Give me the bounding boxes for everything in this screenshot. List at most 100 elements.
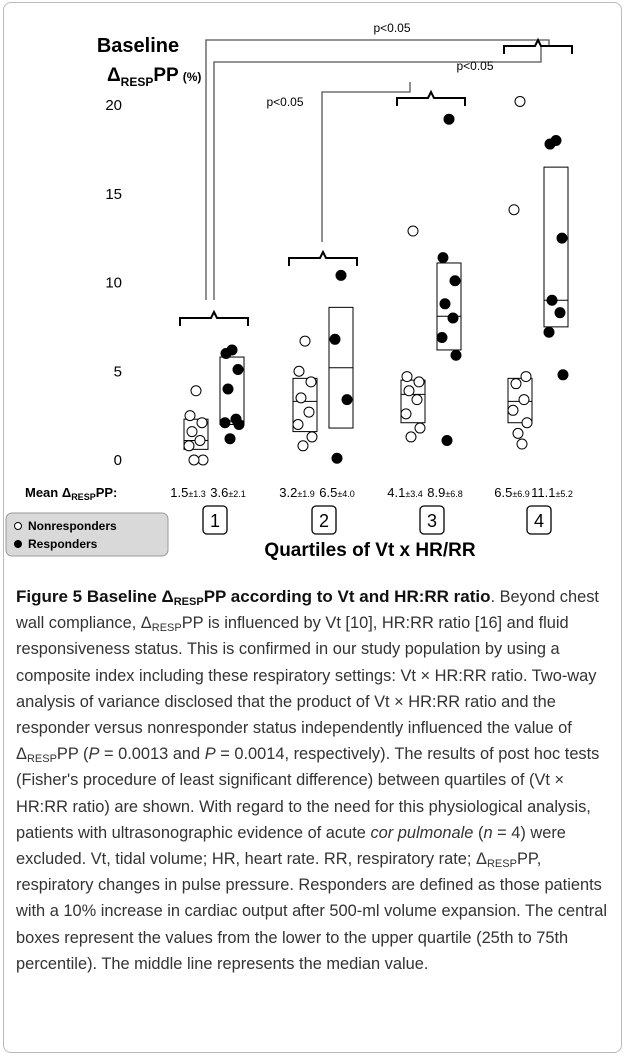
y-title-sub: RESP: [121, 75, 154, 89]
mean-sd: ±3.4: [405, 489, 422, 499]
chart: Baseline ΔRESPPP (%) Mean ΔRESPPP: Quarti…: [5, 21, 573, 561]
caption-text: PP is influenced by Vt [10], HR:RR ratio…: [16, 614, 597, 764]
category-box: [202, 505, 228, 535]
data-point: [449, 275, 461, 287]
group-brace: [288, 249, 358, 266]
mean-label: 6.5±6.9: [494, 485, 530, 500]
significance-line: [205, 39, 550, 300]
data-point: [411, 394, 423, 406]
annotation: p<0.05: [373, 21, 410, 35]
data-point: [329, 333, 341, 345]
data-point: [224, 433, 236, 445]
data-point: [414, 422, 426, 434]
y-axis-title: ΔRESPPP (%): [107, 65, 201, 89]
data-point: [447, 312, 459, 324]
data-point: [190, 385, 202, 397]
y-tick-label: 0: [114, 452, 122, 469]
mean-sd: ±6.9: [512, 489, 529, 499]
data-point: [436, 332, 448, 344]
legend-marker: [14, 522, 22, 530]
mean-sd: ±4.0: [337, 489, 354, 499]
mean-label: 3.6±2.1: [210, 485, 246, 500]
mean-label: 4.1±3.4: [387, 485, 423, 500]
data-point: [437, 252, 449, 264]
mean-title-sub: RESP: [71, 492, 96, 502]
data-point: [295, 392, 307, 404]
data-point: [516, 438, 528, 450]
data-point: [543, 326, 555, 338]
iqr-box: [400, 379, 426, 424]
mean-sd: ±1.9: [297, 489, 314, 499]
caption-title-sub: RESP: [173, 596, 204, 608]
chart-title: Baseline: [97, 35, 179, 57]
y-tick-label: 15: [105, 186, 122, 203]
data-point: [510, 378, 522, 390]
legend-marker: [14, 540, 22, 548]
group-brace: [396, 89, 466, 106]
y-title-part: Δ: [107, 65, 121, 86]
category-box: [419, 505, 445, 535]
caption-text: Beyond chest wall compliance, Δ: [16, 588, 599, 633]
mean-value: 6.5: [319, 485, 337, 500]
iqr-box: [183, 418, 209, 450]
mean-sd: ±2.1: [228, 489, 245, 499]
y-tick-label: 20: [105, 97, 122, 114]
annotation: p<0.05: [456, 59, 493, 73]
mean-value: 11.1: [531, 485, 555, 500]
iqr-box: [543, 166, 569, 328]
mean-label: 1.5±1.3: [170, 485, 206, 500]
category-box: [311, 505, 337, 535]
y-title-part: PP: [153, 65, 179, 86]
group-brace: [179, 309, 249, 326]
data-point: [299, 335, 311, 347]
data-point: [222, 383, 234, 395]
category-label: 3: [427, 511, 437, 531]
caption-text: (: [473, 823, 484, 842]
caption: Figure 5 Baseline ΔRESPPP according to V…: [16, 584, 612, 977]
caption-italic: P: [88, 745, 100, 764]
mean-title-part: PP:: [96, 485, 118, 500]
data-point: [306, 431, 318, 443]
data-point: [186, 426, 198, 438]
mean-sd: ±5.2: [555, 489, 572, 499]
significance-line: [213, 46, 542, 300]
caption-title: Figure 5 Baseline ΔRESPPP according to V…: [16, 587, 491, 608]
y-tick-label: 5: [114, 363, 122, 380]
data-point: [521, 417, 533, 429]
mean-label: 6.5±4.0: [319, 485, 355, 500]
data-point: [233, 419, 245, 430]
legend-box: [5, 512, 169, 557]
caption-italic: P: [204, 745, 216, 764]
significance-line: [321, 82, 411, 242]
iqr-box: [292, 377, 318, 433]
mean-label: 8.9±6.8: [427, 485, 463, 500]
data-point: [232, 363, 244, 375]
data-point: [518, 394, 530, 406]
data-point: [292, 419, 304, 430]
caption-sub: RESP: [486, 858, 517, 871]
legend-label: Responders: [28, 537, 98, 551]
mean-title: Mean ΔRESPPP:: [25, 485, 117, 502]
mean-value: 6.5: [494, 485, 512, 500]
caption-text: = 4) were excluded. Vt, tidal volume; HR…: [16, 823, 566, 869]
caption-italic: n: [483, 823, 493, 842]
category-label: 2: [319, 511, 329, 531]
mean-label: 11.1±5.2: [531, 485, 573, 500]
data-point: [293, 365, 305, 377]
mean-value: 3.2: [279, 485, 297, 500]
data-point: [413, 376, 425, 388]
mean-label: 3.2±1.9: [279, 485, 315, 500]
y-tick-label: 10: [105, 275, 122, 292]
caption-title-part: Figure 5 Baseline Δ: [16, 587, 174, 606]
annotation: p<0.05: [266, 95, 303, 109]
category-box: [526, 505, 552, 535]
data-point: [401, 371, 413, 383]
data-point: [194, 434, 206, 446]
data-point: [196, 417, 208, 429]
data-point: [544, 138, 556, 150]
caption-text: PP, respiratory changes in pulse pressur…: [16, 850, 607, 973]
data-point: [305, 376, 317, 388]
x-axis-title: Quartiles of Vt x HR/RR: [264, 540, 475, 561]
data-point: [439, 298, 451, 310]
